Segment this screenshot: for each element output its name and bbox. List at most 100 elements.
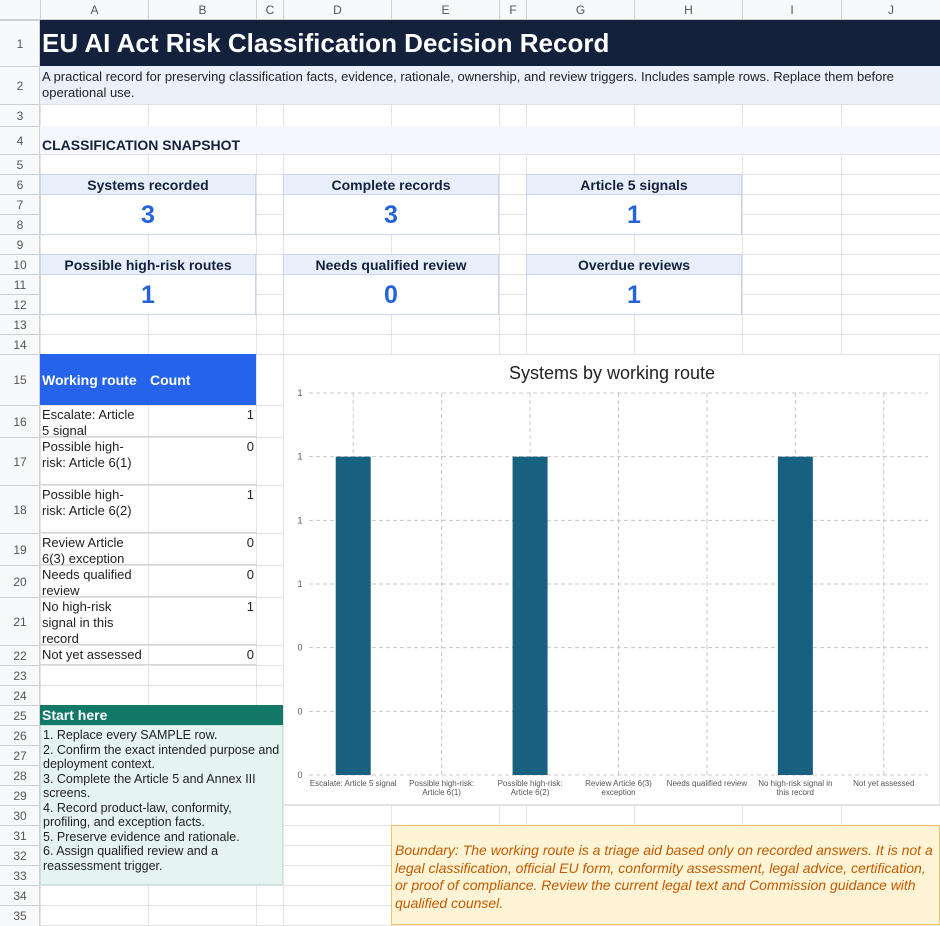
start-step: 5. Preserve evidence and rationale. — [43, 829, 240, 844]
grid-row-line — [0, 154, 940, 155]
row-header: 18 — [0, 485, 40, 533]
y-tick-label: 1 — [297, 452, 302, 462]
row-header: 26 — [0, 725, 40, 745]
x-tick-label: Needs qualified review — [666, 779, 748, 788]
x-tick-label-box: Escalate: Article 5 signal — [309, 779, 397, 788]
x-tick-label-box: Not yet assessed — [853, 779, 915, 788]
row-header: 2 — [0, 66, 40, 104]
route-count: 1 — [246, 599, 254, 614]
row-header: 12 — [0, 294, 40, 314]
table-row-border — [40, 436, 256, 437]
card-label: Systems recorded — [40, 174, 256, 195]
card-value: 1 — [526, 274, 742, 315]
row-header: 34 — [0, 885, 40, 905]
grid-row-line — [0, 334, 940, 335]
x-tick-label-box: No high-risk signal in this record — [758, 779, 833, 797]
row-header: 22 — [0, 645, 40, 665]
row-header: 13 — [0, 314, 40, 334]
table-row-border — [40, 664, 256, 665]
y-tick-label: 1 — [297, 515, 302, 525]
row-header: 33 — [0, 865, 40, 885]
bar — [777, 456, 813, 775]
row-header: 32 — [0, 845, 40, 865]
route-name: Needs qualified review — [42, 567, 132, 597]
card-label: Needs qualified review — [283, 254, 499, 275]
row-header: 29 — [0, 785, 40, 805]
y-tick-label: 1 — [297, 579, 302, 589]
row-header: 7 — [0, 194, 40, 214]
row-header: 16 — [0, 405, 40, 437]
title-band — [40, 20, 940, 66]
bar — [512, 456, 548, 775]
row-header-bar — [0, 20, 40, 926]
row-header: 17 — [0, 437, 40, 485]
x-tick-label: Review Article 6(3) exception — [585, 779, 652, 797]
card-value: 1 — [40, 274, 256, 315]
chart: Systems by working route 0 0 0 1 1 1 1 Escalate:… — [283, 354, 940, 805]
row-header: 3 — [0, 104, 40, 126]
x-tick-label: Possible high-risk: Article 6(1) — [409, 779, 475, 797]
chart-title: Systems by working route — [509, 363, 715, 383]
y-tick-label: 0 — [297, 770, 302, 780]
table-row-border — [40, 644, 256, 645]
x-tick-label: No high-risk signal in this record — [758, 779, 833, 797]
card-label: Complete records — [283, 174, 499, 195]
row-header: 23 — [0, 665, 40, 685]
start-header-bg — [40, 705, 283, 725]
section-heading: CLASSIFICATION SNAPSHOT — [42, 137, 241, 153]
row-header: 30 — [0, 805, 40, 825]
y-tick-label: 0 — [297, 706, 302, 716]
subtitle-band — [40, 66, 940, 104]
route-name: Escalate: Article 5 signal — [42, 407, 135, 437]
grid-row-line — [0, 104, 940, 105]
boundary-note: Boundary: The working route is a triage … — [391, 825, 940, 925]
route-name: No high-risk signal in this record — [42, 599, 114, 645]
route-count: 0 — [246, 439, 254, 454]
start-step: 1. Replace every SAMPLE row. — [43, 728, 218, 742]
column-header: B — [148, 0, 256, 20]
card-value: 3 — [283, 194, 499, 235]
route-count: 1 — [246, 487, 254, 502]
column-header: A — [40, 0, 148, 20]
table-header: Working route — [42, 372, 137, 388]
grid-col-line — [148, 0, 149, 926]
start-heading: Start here — [42, 707, 108, 723]
row-header: 10 — [0, 254, 40, 274]
grid-col-line — [256, 0, 257, 926]
row-header: 19 — [0, 533, 40, 565]
row-header: 15 — [0, 354, 40, 405]
column-header: I — [742, 0, 841, 20]
x-tick-label-box: Possible high-risk: Article 6(1) — [409, 779, 475, 797]
x-tick-label-box: Possible high-risk: Article 6(2) — [497, 779, 563, 797]
route-name: Possible high-risk: Article 6(2) — [42, 487, 132, 518]
x-tick-label: Possible high-risk: Article 6(2) — [497, 779, 563, 797]
subtitle: A practical record for preserving classi… — [42, 69, 894, 100]
column-header-bar — [0, 0, 940, 20]
card-label: Article 5 signals — [526, 174, 742, 195]
row-header: 4 — [0, 126, 40, 154]
section-band — [40, 126, 940, 154]
route-count: 0 — [246, 567, 254, 582]
row-header: 35 — [0, 905, 40, 925]
row-header: 28 — [0, 765, 40, 785]
table-row-border — [40, 532, 256, 533]
x-tick-label: Escalate: Article 5 signal — [309, 779, 397, 788]
row-header: 20 — [0, 565, 40, 597]
column-header: C — [256, 0, 283, 20]
x-tick-label: Not yet assessed — [853, 779, 915, 788]
start-step: 3. Complete the Article 5 and Annex III … — [43, 771, 256, 801]
column-header: J — [841, 0, 940, 20]
row-header: 21 — [0, 597, 40, 645]
row-header: 1 — [0, 20, 40, 66]
table-header-bg — [40, 354, 256, 405]
start-step: 6. Assign qualified review and a reasses… — [43, 844, 219, 873]
route-count: 1 — [246, 407, 254, 422]
card-value: 0 — [283, 274, 499, 315]
column-header: E — [391, 0, 499, 20]
route-name: Not yet assessed — [42, 647, 142, 662]
column-header: G — [526, 0, 634, 20]
row-header: 27 — [0, 745, 40, 765]
row-header: 24 — [0, 685, 40, 705]
row-header: 6 — [0, 174, 40, 194]
